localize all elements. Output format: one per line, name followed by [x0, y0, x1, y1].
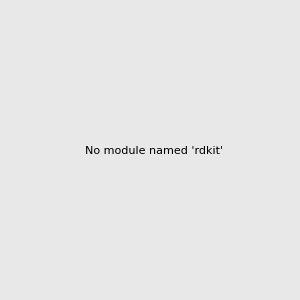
Text: No module named 'rdkit': No module named 'rdkit'	[85, 146, 223, 157]
